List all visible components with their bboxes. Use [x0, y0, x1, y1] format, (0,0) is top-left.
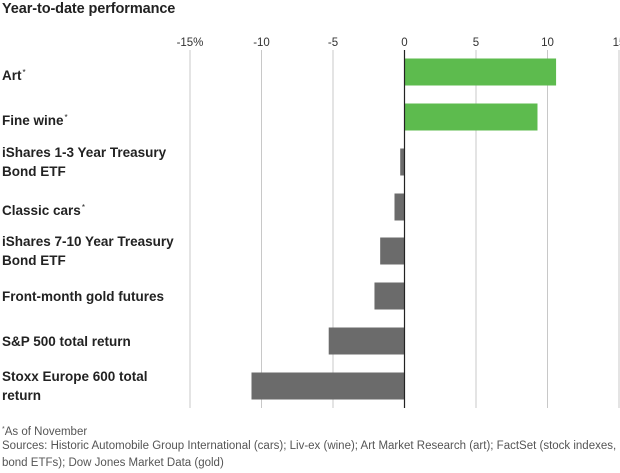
footnote-marker: * — [64, 113, 68, 122]
bar — [404, 103, 538, 131]
chart-title: Year-to-date performance — [2, 1, 176, 17]
x-tick-label: 5 — [473, 37, 479, 49]
bar — [400, 148, 405, 176]
category-label: Stoxx Europe 600 total — [2, 369, 148, 384]
footnote-marker: * — [2, 426, 5, 433]
bar — [374, 282, 405, 310]
footnote-marker: * — [22, 68, 26, 77]
x-tick-label: -10 — [253, 37, 270, 49]
category-label: iShares 7-10 Year Treasury — [2, 234, 174, 249]
bar — [251, 372, 405, 400]
footnote-marker: * — [81, 203, 85, 212]
bar — [404, 58, 557, 86]
category-label: Bond ETF — [2, 164, 66, 179]
category-label: Bond ETF — [2, 253, 66, 268]
bar — [394, 193, 405, 221]
x-tick-label: 0 — [401, 37, 407, 49]
category-label: Art* — [2, 68, 26, 83]
bar — [380, 237, 405, 265]
footnote-sources: Sources: Historic Automobile Group Inter… — [2, 440, 617, 469]
x-tick-label: -15% — [177, 37, 204, 49]
x-tick-label: 10 — [541, 37, 554, 49]
category-label: Classic cars* — [2, 203, 85, 218]
x-tick-label: -5 — [328, 37, 338, 49]
bar — [328, 327, 405, 355]
category-label: S&P 500 total return — [2, 334, 131, 349]
category-label: Fine wine* — [2, 113, 68, 128]
x-tick-labels: -15% -10 -5 0 5 10 15 — [177, 37, 620, 49]
footnote-note-text: As of November — [4, 426, 88, 438]
category-label: return — [2, 388, 42, 403]
bars — [251, 58, 557, 400]
x-tick-label: 15 — [613, 37, 620, 49]
category-label: iShares 1-3 Year Treasury — [2, 145, 167, 160]
footnote-note: *As of November — [2, 421, 618, 441]
category-label: Front-month gold futures — [2, 289, 164, 304]
